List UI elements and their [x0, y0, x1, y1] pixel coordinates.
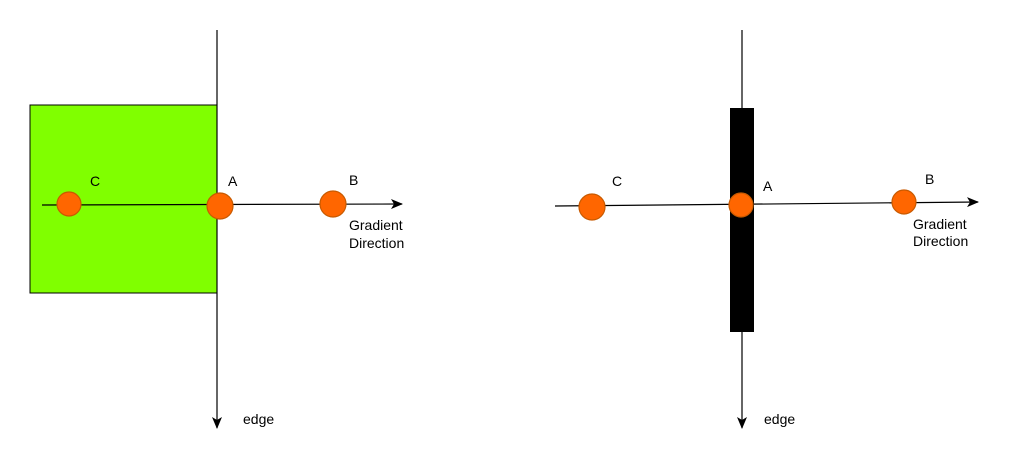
- left-point-a: [206, 192, 234, 220]
- right-edge-label: edge: [764, 411, 795, 427]
- right-point-b: [891, 189, 917, 215]
- left-panel: C A B Gradient Direction edge: [29, 30, 404, 429]
- right-panel: C A B Gradient Direction edge: [554, 30, 979, 429]
- left-label-b: B: [349, 172, 358, 188]
- right-gradient-label-line2: Direction: [913, 233, 968, 249]
- left-label-a: A: [228, 173, 238, 189]
- left-point-b: [319, 190, 347, 218]
- left-edge-label: edge: [243, 411, 274, 427]
- right-gradient-label-line1: Gradient: [913, 216, 967, 232]
- left-label-c: C: [90, 173, 100, 189]
- right-label-a: A: [763, 178, 773, 194]
- right-thin-edge: [730, 108, 754, 332]
- right-point-a: [728, 192, 754, 218]
- left-gradient-label-line1: Gradient: [349, 217, 403, 233]
- right-label-c: C: [612, 173, 622, 189]
- left-gradient-label-line2: Direction: [349, 235, 404, 251]
- left-point-c: [56, 191, 82, 217]
- right-label-b: B: [925, 171, 934, 187]
- right-point-c: [578, 193, 606, 221]
